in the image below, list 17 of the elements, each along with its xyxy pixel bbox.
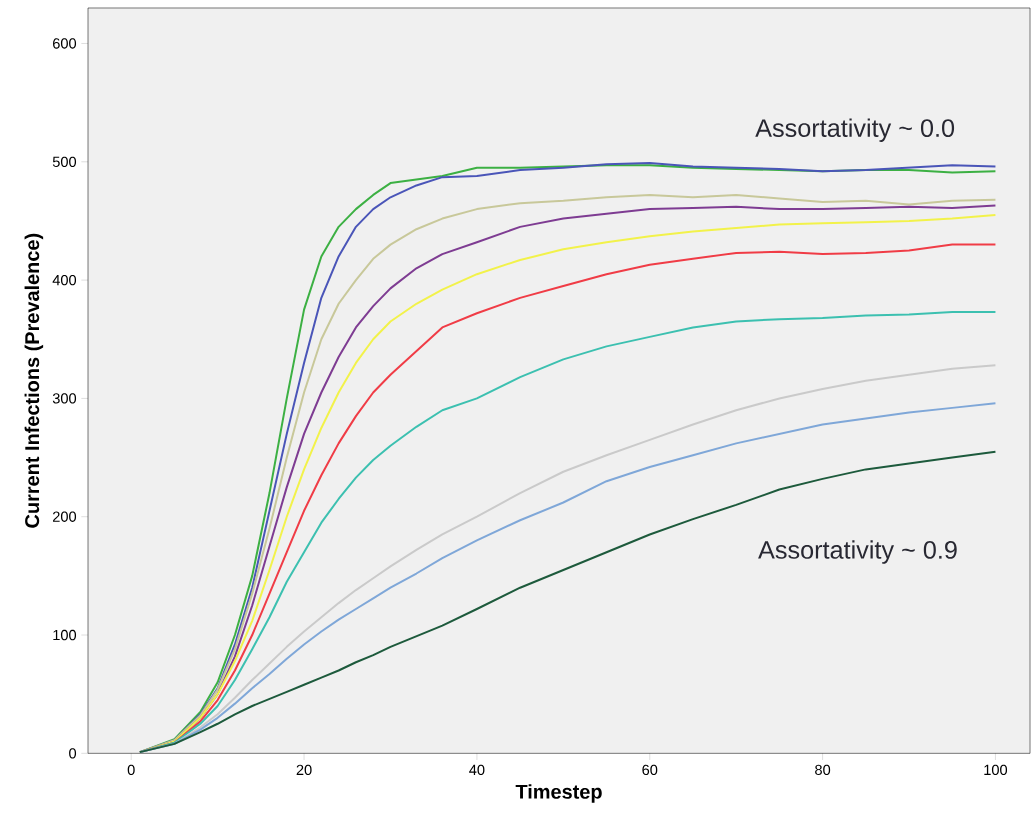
y-tick-label: 400 [52, 274, 77, 286]
y-tick-label: 200 [52, 511, 77, 522]
x-tick-label: 20 [296, 764, 312, 776]
y-tick-label: 300 [52, 393, 77, 404]
y-axis-title: Current Infections (Prevalence) [24, 233, 44, 528]
x-tick-label: 80 [815, 764, 831, 776]
x-axis-title: Timestep [515, 784, 602, 803]
x-tick-label: 0 [127, 764, 135, 776]
y-tick-label: 0 [69, 748, 77, 759]
annotation: Assortativity ~ 0.9 [758, 540, 957, 564]
x-tick-label: 60 [642, 764, 658, 776]
y-tick-label: 500 [52, 156, 77, 167]
y-tick-label: 600 [53, 38, 77, 49]
x-tick-label: 40 [469, 764, 485, 776]
x-tick-label: 100 [984, 764, 1008, 776]
annotation: Assortativity ~ 0.0 [755, 118, 955, 142]
y-tick-label: 100 [53, 629, 77, 641]
